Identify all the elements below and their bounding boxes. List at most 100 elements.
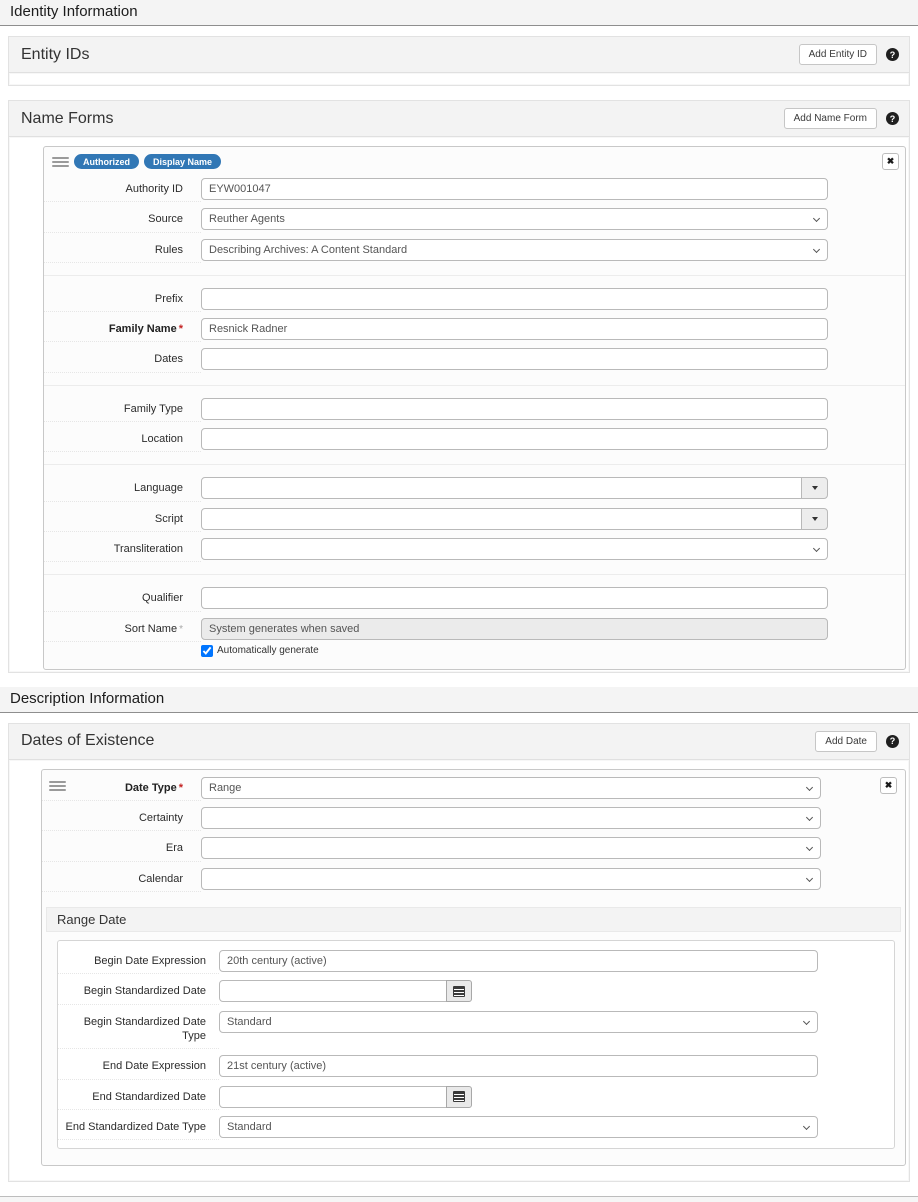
dates-input[interactable] <box>201 348 828 371</box>
begin-date-expression-input[interactable] <box>219 950 818 973</box>
end-date-expression-label: End Date Expression <box>58 1055 219 1080</box>
location-input[interactable] <box>201 428 828 451</box>
family-name-input[interactable] <box>201 318 828 341</box>
certainty-select[interactable] <box>201 807 821 830</box>
date-type-select[interactable]: Range <box>201 776 821 799</box>
family-type-input[interactable] <box>201 397 828 420</box>
era-label: Era <box>42 837 201 862</box>
spacer <box>0 713 918 723</box>
generated-asterisk: * <box>179 623 183 635</box>
entity-ids-header: Entity IDs Add Entity ID ? <box>9 37 909 73</box>
end-standardized-date-input[interactable] <box>219 1085 447 1108</box>
date-type-label: Date Type * <box>42 777 201 802</box>
end-date-expression-input[interactable] <box>219 1055 818 1078</box>
add-name-form-button[interactable]: Add Name Form <box>783 108 877 129</box>
begin-standardized-date-type-value: Standard <box>227 1015 272 1028</box>
close-icon[interactable]: ✖ <box>882 153 899 170</box>
end-date-expression-row: End Date Expression <box>58 1055 894 1080</box>
language-input[interactable] <box>201 477 802 500</box>
auto-generate-label: Automatically generate <box>217 645 319 657</box>
end-standardized-date-type-select[interactable]: Standard <box>219 1115 818 1138</box>
bottom-divider <box>0 1196 918 1202</box>
begin-standardized-date-input[interactable] <box>219 980 447 1003</box>
chevron-down-icon <box>805 874 814 882</box>
transliteration-row: Transliteration <box>44 537 905 563</box>
source-label: Source <box>44 208 201 233</box>
begin-date-expression-row: Begin Date Expression <box>58 950 894 975</box>
dates-label: Dates <box>44 348 201 373</box>
close-icon[interactable]: ✖ <box>880 776 897 794</box>
prefix-row: Prefix <box>44 287 905 313</box>
entity-ids-section: Entity IDs Add Entity ID ? <box>8 36 910 86</box>
name-form-card: Authorized Display Name ✖ Authority ID S… <box>43 146 906 670</box>
question-mark-icon: ? <box>889 49 896 60</box>
required-asterisk: * <box>178 781 183 794</box>
caret-down-icon <box>811 516 818 521</box>
rules-select[interactable]: Describing Archives: A Content Standard <box>201 238 828 261</box>
description-information-heading: Description Information <box>0 686 918 713</box>
source-select[interactable]: Reuther Agents <box>201 208 828 231</box>
date-card: ✖ Date Type * Range Certainty <box>41 768 906 1167</box>
script-input[interactable] <box>201 507 802 530</box>
calendar-select[interactable] <box>201 867 821 890</box>
prefix-input[interactable] <box>201 287 828 310</box>
prefix-label: Prefix <box>44 288 201 313</box>
begin-standardized-date-type-select[interactable]: Standard <box>219 1010 818 1033</box>
transliteration-label: Transliteration <box>44 538 201 563</box>
entity-ids-body <box>10 74 908 84</box>
begin-standardized-date-type-row: Begin Standardized Date Type Standard <box>58 1010 894 1050</box>
family-name-row: Family Name * <box>44 318 905 343</box>
auto-generate-checkbox[interactable] <box>201 644 213 657</box>
question-mark-icon: ? <box>889 736 896 747</box>
name-forms-header: Name Forms Add Name Form ? <box>9 101 909 137</box>
help-icon[interactable]: ? <box>886 734 899 748</box>
help-icon[interactable]: ? <box>886 48 899 61</box>
calendar-label: Calendar <box>42 868 201 893</box>
language-row: Language <box>44 477 905 502</box>
qualifier-input[interactable] <box>201 587 828 610</box>
authority-id-row: Authority ID <box>44 178 905 203</box>
transliteration-select[interactable] <box>201 537 828 560</box>
sort-name-label: Sort Name * <box>44 618 201 642</box>
group-divider <box>44 384 905 386</box>
certainty-row: Certainty <box>42 807 905 832</box>
rules-label: Rules <box>44 239 201 263</box>
authority-id-label: Authority ID <box>44 178 201 203</box>
end-standardized-date-label: End Standardized Date <box>58 1086 219 1110</box>
qualifier-label: Qualifier <box>44 587 201 612</box>
language-dropdown-button[interactable] <box>801 477 828 500</box>
dates-row: Dates <box>44 348 905 373</box>
source-select-value: Reuther Agents <box>209 213 285 226</box>
name-forms-body: Authorized Display Name ✖ Authority ID S… <box>10 138 908 671</box>
calendar-picker-button[interactable] <box>446 1085 472 1108</box>
calendar-picker-button[interactable] <box>446 980 472 1003</box>
chevron-down-icon <box>805 814 814 822</box>
family-type-row: Family Type <box>44 397 905 423</box>
drag-handle-icon[interactable] <box>49 780 66 791</box>
era-row: Era <box>42 837 905 862</box>
end-standardized-date-type-label: End Standardized Date Type <box>58 1116 219 1141</box>
language-label: Language <box>44 477 201 502</box>
script-dropdown-button[interactable] <box>801 507 828 530</box>
help-icon[interactable]: ? <box>886 112 899 125</box>
authorized-badge: Authorized <box>74 154 139 169</box>
certainty-label: Certainty <box>42 807 201 832</box>
era-select[interactable] <box>201 837 821 860</box>
name-forms-title: Name Forms <box>21 109 114 127</box>
calendar-icon <box>453 985 465 997</box>
range-date-subsection-title: Range Date <box>46 907 901 933</box>
dates-of-existence-section: Dates of Existence Add Date ? ✖ Date Typ… <box>8 722 910 1183</box>
date-type-row: Date Type * Range <box>42 776 905 802</box>
begin-standardized-date-label: Begin Standardized Date <box>58 980 219 1005</box>
authority-id-input[interactable] <box>201 178 828 200</box>
drag-handle-icon[interactable] <box>52 156 69 167</box>
script-row: Script <box>44 507 905 532</box>
range-date-panel: Begin Date Expression Begin Standardized… <box>57 940 895 1150</box>
add-date-button[interactable]: Add Date <box>815 730 877 752</box>
family-name-label: Family Name * <box>44 318 201 343</box>
display-name-badge: Display Name <box>144 154 222 169</box>
chevron-down-icon <box>812 245 821 253</box>
chevron-down-icon <box>805 783 814 791</box>
calendar-icon <box>453 1091 465 1103</box>
add-entity-id-button[interactable]: Add Entity ID <box>798 44 877 65</box>
